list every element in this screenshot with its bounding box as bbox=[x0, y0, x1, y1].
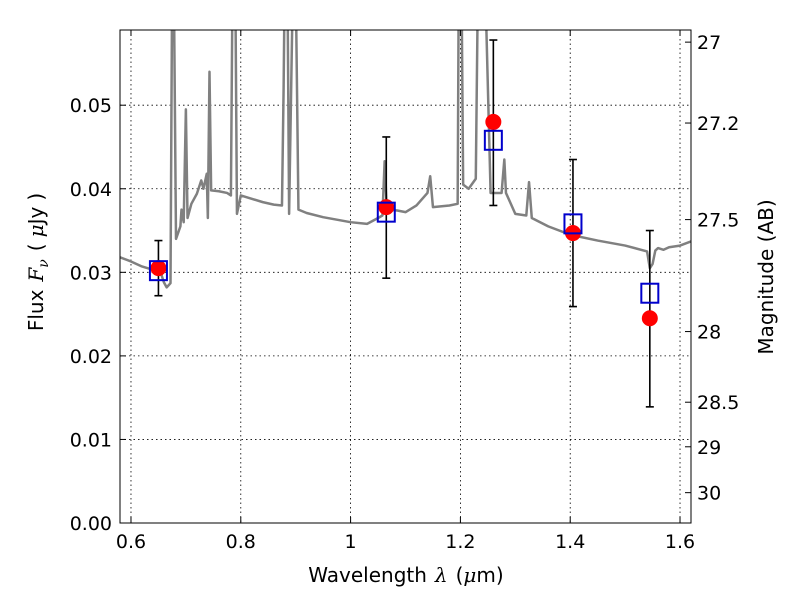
plot-area bbox=[120, 30, 691, 408]
y2-tick-label: 30 bbox=[697, 483, 721, 505]
y-tick-label: 0.04 bbox=[70, 179, 112, 201]
observed-point bbox=[641, 310, 658, 327]
y2-tick-label: 28 bbox=[697, 322, 721, 344]
y-tick-label: 0.03 bbox=[70, 262, 112, 284]
y2-tick-label: 28.5 bbox=[697, 392, 739, 414]
x-tick-label: 1.4 bbox=[555, 531, 585, 553]
plot-frame bbox=[119, 29, 692, 524]
y2-tick-label: 29 bbox=[697, 437, 721, 459]
model-photometry-square bbox=[483, 129, 503, 151]
y-tick-label: 0.05 bbox=[70, 95, 112, 117]
y2-tick-label: 27.5 bbox=[697, 210, 739, 232]
y2-tick-label: 27.2 bbox=[697, 113, 739, 135]
y2-tick-label: 27 bbox=[697, 32, 721, 54]
observed-point bbox=[150, 260, 167, 277]
y-tick-label: 0.00 bbox=[70, 513, 112, 535]
x-tick-label: 1.2 bbox=[445, 531, 475, 553]
x-tick-label: 1 bbox=[345, 531, 357, 553]
x-tick-label: 0.8 bbox=[226, 531, 256, 553]
grid-lines bbox=[120, 30, 691, 524]
x-axis-title: Wavelength λ (μm) bbox=[308, 563, 503, 587]
model-photometry-square bbox=[376, 201, 396, 223]
x-tick-label: 1.6 bbox=[665, 531, 695, 553]
model-photometry-square bbox=[148, 260, 168, 282]
y-tick-label: 0.02 bbox=[70, 346, 112, 368]
model-photometry-square bbox=[563, 213, 583, 235]
y-axis-title: FluxFν(μJy) bbox=[24, 193, 52, 331]
model-sed-line bbox=[120, 30, 691, 289]
observed-point bbox=[485, 113, 502, 130]
y-tick-label: 0.01 bbox=[70, 429, 112, 451]
axis-ticks: 0.6 0.8 1 1.2 1.4 1.6 0.00 0.01 0.02 0.03 0.04 0.05… bbox=[70, 30, 739, 553]
y2-axis-title: Magnitude (AB) bbox=[754, 199, 778, 354]
model-photometry-square bbox=[640, 282, 660, 304]
x-tick-label: 0.6 bbox=[116, 531, 146, 553]
